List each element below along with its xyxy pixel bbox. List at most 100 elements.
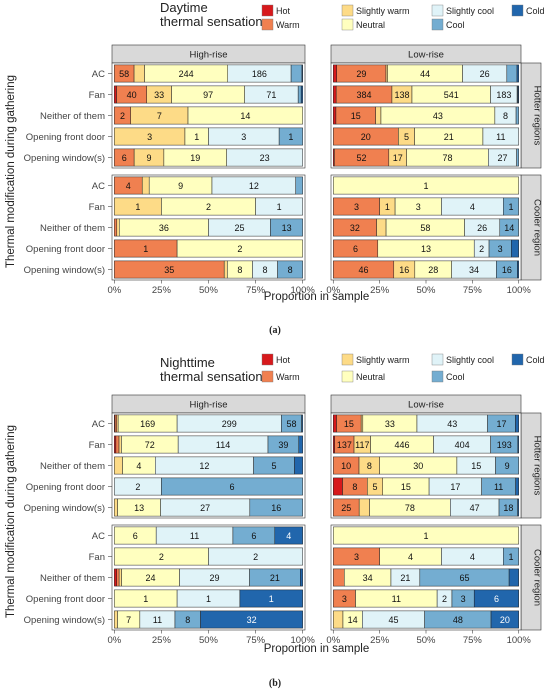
data-label: 21 bbox=[270, 573, 280, 583]
x-tick-label: 75% bbox=[463, 635, 483, 646]
data-label: 1 bbox=[508, 202, 513, 212]
bar-segment bbox=[516, 148, 519, 167]
facet-strip-label: Cooler region bbox=[532, 199, 543, 256]
data-label: 15 bbox=[344, 419, 354, 429]
bar-segment bbox=[274, 526, 303, 545]
x-tick-label: 100% bbox=[291, 285, 316, 296]
data-label: 20 bbox=[500, 615, 510, 625]
data-label: 36 bbox=[159, 223, 169, 233]
bar-segment bbox=[503, 547, 519, 566]
data-label: 34 bbox=[363, 573, 373, 583]
facet-strip-label: High-rise bbox=[189, 50, 227, 61]
x-tick-label: 0% bbox=[326, 285, 340, 296]
bar-segment bbox=[499, 218, 519, 237]
data-label: 34 bbox=[469, 265, 479, 275]
data-label: 26 bbox=[477, 223, 487, 233]
bar-segment bbox=[301, 414, 303, 433]
bar-segment bbox=[333, 526, 519, 545]
bar-segment bbox=[114, 610, 118, 629]
bar-segment bbox=[114, 568, 117, 587]
data-label: 5 bbox=[404, 132, 409, 142]
bar-segment bbox=[508, 568, 519, 587]
data-label: 27 bbox=[200, 503, 210, 513]
data-label: 1 bbox=[423, 181, 428, 191]
data-label: 2 bbox=[442, 594, 447, 604]
facet-strip-label: Low-rise bbox=[408, 50, 444, 61]
data-label: 1 bbox=[135, 202, 140, 212]
data-label: 16 bbox=[399, 265, 409, 275]
x-tick-label: 75% bbox=[246, 285, 266, 296]
legend-swatch bbox=[511, 4, 524, 17]
data-label: 193 bbox=[497, 440, 512, 450]
data-label: 97 bbox=[203, 90, 213, 100]
legend-label: Slightly warm bbox=[356, 6, 410, 16]
bar-segment bbox=[517, 498, 519, 517]
data-label: 28 bbox=[428, 265, 438, 275]
subfigure-label: (b) bbox=[269, 678, 281, 689]
data-label: 6 bbox=[122, 153, 127, 163]
bar-segment bbox=[333, 85, 337, 104]
legend-swatch bbox=[341, 4, 354, 17]
data-label: 8 bbox=[185, 615, 190, 625]
data-label: 24 bbox=[146, 573, 156, 583]
legend-label: Hot bbox=[276, 355, 291, 365]
bar-segment bbox=[295, 176, 303, 195]
bar-segment bbox=[333, 106, 337, 125]
bar-segment bbox=[116, 218, 120, 237]
data-label: 29 bbox=[356, 69, 366, 79]
bar-segment bbox=[473, 589, 519, 608]
data-label: 137 bbox=[337, 440, 352, 450]
bar-segment bbox=[495, 456, 519, 475]
data-label: 5 bbox=[272, 461, 277, 471]
bar-segment bbox=[118, 568, 122, 587]
x-axis-title: Proportion in sample bbox=[264, 291, 369, 303]
data-label: 14 bbox=[348, 615, 358, 625]
category-tick-label: Opening front door bbox=[26, 244, 105, 255]
data-label: 47 bbox=[470, 503, 480, 513]
data-label: 11 bbox=[494, 482, 503, 492]
x-tick-label: 100% bbox=[291, 635, 316, 646]
data-label: 25 bbox=[341, 503, 351, 513]
chart-title-line: thermal sensation bbox=[160, 14, 263, 29]
bar-segment bbox=[517, 260, 519, 279]
category-tick-label: AC bbox=[92, 419, 105, 430]
data-label: 117 bbox=[355, 440, 369, 450]
x-tick-label: 50% bbox=[416, 635, 436, 646]
data-label: 58 bbox=[420, 223, 430, 233]
bar-segment bbox=[294, 456, 303, 475]
x-tick-label: 100% bbox=[507, 285, 532, 296]
category-tick-label: Opening window(s) bbox=[24, 153, 105, 164]
legend-swatch bbox=[341, 370, 354, 383]
data-label: 1 bbox=[206, 594, 211, 604]
bar-segment bbox=[515, 106, 519, 125]
data-label: 3 bbox=[354, 202, 359, 212]
legend-label: Hot bbox=[276, 6, 291, 16]
data-label: 4 bbox=[126, 181, 131, 191]
data-label: 78 bbox=[442, 153, 452, 163]
data-label: 2 bbox=[120, 111, 125, 121]
bar-segment bbox=[333, 414, 337, 433]
data-label: 9 bbox=[505, 461, 510, 471]
x-tick-label: 0% bbox=[326, 635, 340, 646]
data-label: 2 bbox=[135, 482, 140, 492]
category-tick-label: AC bbox=[92, 69, 105, 80]
data-label: 29 bbox=[210, 573, 220, 583]
x-tick-label: 50% bbox=[199, 635, 219, 646]
data-label: 183 bbox=[496, 90, 511, 100]
chart-title-line: thermal sensation bbox=[160, 369, 263, 384]
category-tick-label: Neither of them bbox=[40, 461, 105, 472]
bar-segment bbox=[114, 414, 118, 433]
x-tick-label: 0% bbox=[107, 635, 121, 646]
data-label: 14 bbox=[240, 111, 250, 121]
data-label: 244 bbox=[179, 69, 194, 79]
category-tick-label: Opening front door bbox=[26, 594, 105, 605]
data-label: 1 bbox=[143, 244, 148, 254]
bar-segment bbox=[515, 414, 519, 433]
bar-segment bbox=[208, 547, 303, 566]
legend-swatch bbox=[511, 353, 524, 366]
category-tick-label: Opening window(s) bbox=[24, 265, 105, 276]
bar-segment bbox=[114, 456, 123, 475]
legend-label: Cold bbox=[526, 6, 545, 16]
x-axis-title: Proportion in sample bbox=[264, 643, 369, 655]
